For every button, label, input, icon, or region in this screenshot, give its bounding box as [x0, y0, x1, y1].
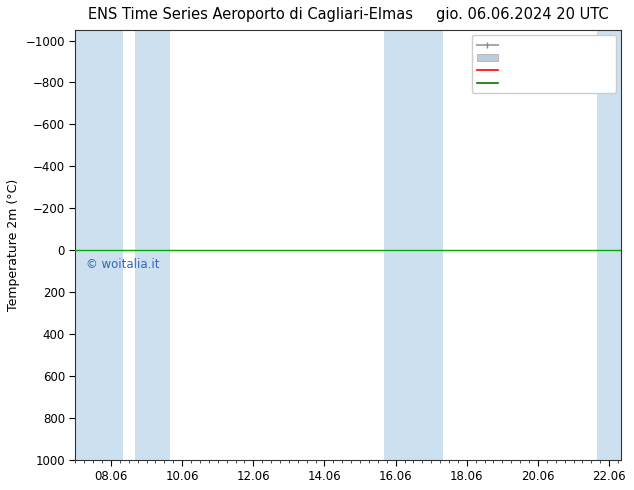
- Title: ENS Time Series Aeroporto di Cagliari-Elmas     gio. 06.06.2024 20 UTC: ENS Time Series Aeroporto di Cagliari-El…: [87, 7, 609, 22]
- Text: © woitalia.it: © woitalia.it: [86, 258, 160, 270]
- Y-axis label: Temperature 2m (°C): Temperature 2m (°C): [7, 179, 20, 311]
- Bar: [384, 30, 420, 460]
- Bar: [75, 30, 123, 460]
- Bar: [597, 30, 621, 460]
- Legend: min/max, Deviazione standard, Ensemble mean run, Controll run: min/max, Deviazione standard, Ensemble m…: [472, 35, 616, 94]
- Bar: [420, 30, 443, 460]
- Bar: [135, 30, 171, 460]
